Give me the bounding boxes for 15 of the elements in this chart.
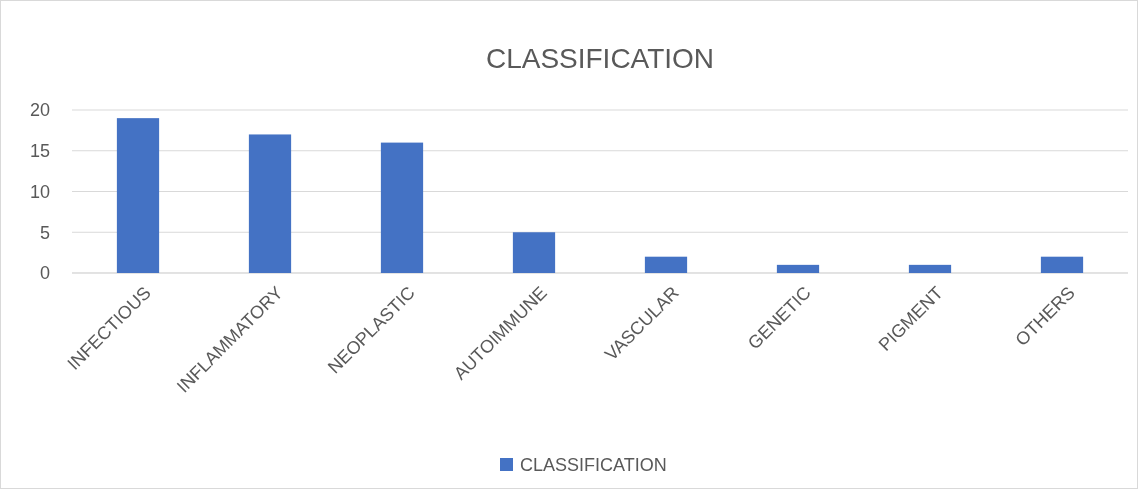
bar bbox=[248, 134, 292, 273]
bar bbox=[512, 232, 556, 273]
chart-title: CLASSIFICATION bbox=[485, 43, 715, 74]
y-tick-label: 15 bbox=[29, 141, 50, 162]
bar bbox=[776, 264, 820, 273]
bar bbox=[1040, 256, 1084, 273]
y-tick-label: 0 bbox=[39, 263, 50, 284]
legend-label: CLASSIFICATION bbox=[520, 455, 667, 476]
bar bbox=[116, 118, 160, 273]
y-tick-label: 20 bbox=[29, 100, 50, 121]
bar bbox=[380, 142, 424, 273]
bar bbox=[644, 256, 688, 273]
y-tick-label: 5 bbox=[39, 222, 50, 243]
bar bbox=[908, 264, 952, 273]
y-tick-label: 10 bbox=[29, 181, 50, 202]
